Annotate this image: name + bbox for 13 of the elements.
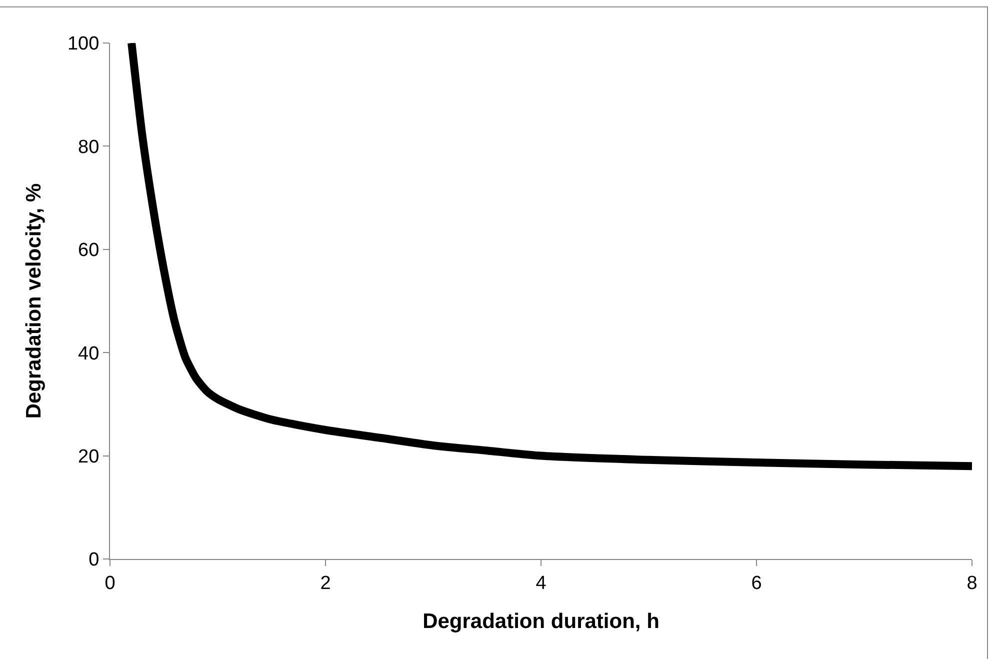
y-tick-label: 100 — [67, 34, 100, 55]
x-tick-label: 4 — [536, 572, 547, 594]
y-tick-label: 80 — [78, 136, 100, 158]
y-tick-label: 0 — [88, 550, 100, 571]
y-tick-label: 40 — [78, 343, 100, 364]
y-tick-label: 20 — [78, 446, 100, 468]
x-tick-label: 8 — [966, 572, 978, 594]
y-tick-label: 60 — [78, 240, 100, 262]
y-axis-title: Degradation velocity, % — [22, 183, 46, 419]
x-tick-label: 2 — [320, 572, 331, 594]
x-tick-label: 6 — [751, 572, 762, 594]
x-tick-label: 0 — [104, 572, 116, 594]
x-axis-title: Degradation duration, h — [422, 610, 660, 633]
